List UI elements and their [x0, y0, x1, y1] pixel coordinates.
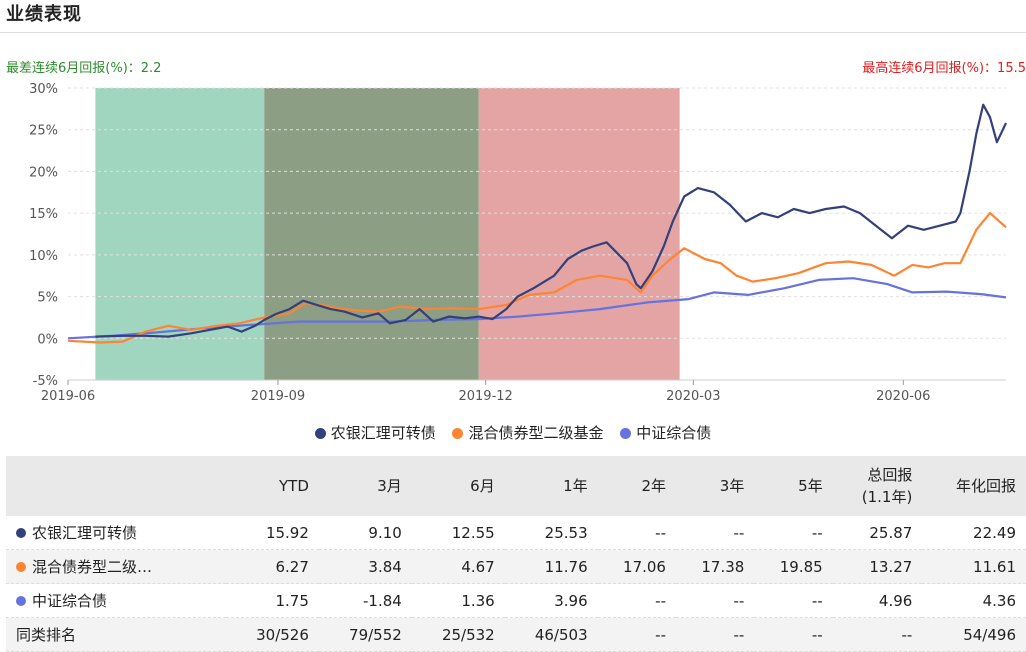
table-cell: --: [597, 617, 676, 652]
table-cell: 3.84: [318, 549, 412, 584]
y-tick-label: 15%: [29, 207, 58, 222]
y-tick-label: 20%: [29, 165, 58, 180]
header-3m: 3月: [318, 456, 412, 516]
table-cell: 25/532: [411, 617, 505, 652]
table-cell: --: [675, 617, 755, 652]
x-tick-label: 2019-09: [251, 389, 305, 404]
table-cell: --: [832, 617, 923, 652]
shaded-period-2: [264, 88, 479, 380]
table-cell: 25.87: [832, 516, 923, 550]
table-cell: 25.53: [504, 516, 598, 550]
best-6m-return: 最高连续6月回报(%)：15.5: [862, 61, 1026, 76]
table-cell: 1.36: [411, 583, 505, 618]
legend-dot-category: [452, 428, 464, 439]
y-tick-label: 25%: [29, 124, 58, 139]
worst-6m-return: 最差连续6月回报(%)：2.2: [6, 61, 162, 76]
series-line-1: [95, 103, 1007, 338]
header-2y: 2年: [597, 456, 676, 516]
header-total: 总回报 (1.1年): [832, 456, 923, 516]
legend-dot-index: [620, 428, 632, 439]
series-line-2: [67, 212, 1007, 344]
table-row: 混合债券型二级… 6.27 3.84 4.67 11.76 17.06 17.38 19.85…: [6, 549, 1026, 584]
series-line-3: [67, 277, 1007, 340]
row-name: 中证综合债: [6, 583, 226, 618]
table-cell: --: [675, 583, 755, 618]
table-cell: 22.49: [922, 516, 1026, 550]
table-cell: 79/552: [318, 617, 412, 652]
shaded-period-3: [478, 88, 680, 380]
table-cell: 17.38: [675, 549, 755, 584]
table-cell: 4.96: [832, 583, 923, 618]
y-tick-label: -5%: [33, 374, 58, 389]
row-name-label: 混合债券型二级…: [32, 558, 153, 576]
table-cell: 12.55: [411, 516, 505, 550]
header-1y: 1年: [504, 456, 598, 516]
legend-dot-fund: [314, 428, 326, 439]
table-cell: 4.36: [922, 583, 1026, 618]
title-divider: [0, 32, 1026, 33]
table-row: 农银汇理可转债 15.92 9.10 12.55 25.53 -- -- -- 25.87 22.…: [6, 516, 1026, 550]
row-name-label: 中证综合债: [32, 592, 108, 610]
row-color-dot: [16, 562, 26, 572]
x-tick-label: 2020-06: [876, 389, 930, 404]
legend-item-index[interactable]: 中证综合债: [620, 422, 711, 443]
row-name: 混合债券型二级…: [6, 549, 226, 584]
header-ytd: YTD: [226, 456, 319, 516]
y-tick-label: 30%: [29, 82, 58, 97]
table-cell: 30/526: [226, 617, 319, 652]
table-cell: 19.85: [754, 549, 833, 584]
table-cell: --: [597, 583, 676, 618]
table-cell: --: [754, 516, 833, 550]
x-tick-label: 2019-12: [458, 389, 512, 404]
section-title: 业绩表现: [6, 4, 82, 25]
x-tick-label: 2020-03: [666, 389, 720, 404]
table-header-row: YTD 3月 6月 1年 2年 3年 5年 总回报 (1.1年) 年化回报: [6, 456, 1026, 516]
header-6m: 6月: [411, 456, 505, 516]
table-cell: 46/503: [504, 617, 598, 652]
legend-label-index: 中证综合债: [636, 424, 712, 442]
table-cell: 4.67: [411, 549, 505, 584]
table-cell: 13.27: [832, 549, 923, 584]
table-cell: --: [675, 516, 755, 550]
legend-label-category: 混合债券型二级基金: [468, 424, 604, 442]
table-cell: --: [597, 516, 676, 550]
y-tick-label: 10%: [29, 249, 58, 264]
table-cell: 6.27: [226, 549, 319, 584]
table-cell: -1.84: [318, 583, 412, 618]
legend-item-fund[interactable]: 农银汇理可转债: [314, 422, 436, 443]
header-3y: 3年: [675, 456, 755, 516]
table-row: 同类排名 30/526 79/552 25/532 46/503 -- -- -- -- 54/4…: [6, 617, 1026, 652]
row-color-dot: [16, 528, 26, 538]
table-cell: --: [754, 583, 833, 618]
row-name-label: 农银汇理可转债: [32, 524, 138, 542]
header-name: [6, 456, 226, 516]
performance-chart: 30% 25% 20% 15% 10% 5% 0% -5%2019-06 2019-09 2019…: [29, 82, 1007, 404]
returns-table: YTD 3月 6月 1年 2年 3年 5年 总回报 (1.1年) 年化回报 农银汇…: [6, 456, 1026, 652]
table-cell: 1.75: [226, 583, 319, 618]
legend-item-category[interactable]: 混合债券型二级基金: [452, 422, 604, 443]
table-cell: 15.92: [226, 516, 319, 550]
row-name: 农银汇理可转债: [6, 516, 226, 550]
row-name-label: 同类排名: [16, 626, 77, 644]
table-cell: 11.61: [922, 549, 1026, 584]
y-tick-label: 5%: [37, 291, 58, 306]
header-annualized: 年化回报: [922, 456, 1026, 516]
x-tick-label: 2019-06: [41, 389, 95, 404]
table-cell: 9.10: [318, 516, 412, 550]
table-cell: 11.76: [504, 549, 598, 584]
chart-legend: 农银汇理可转债 混合债券型二级基金 中证综合债: [0, 422, 1026, 443]
header-total-line1: 总回报: [867, 466, 913, 484]
header-total-line2: (1.1年): [861, 488, 913, 506]
table-cell: 3.96: [504, 583, 598, 618]
table-cell: 17.06: [597, 549, 676, 584]
header-5y: 5年: [754, 456, 833, 516]
table-row: 中证综合债 1.75 -1.84 1.36 3.96 -- -- -- 4.96 4.36: [6, 583, 1026, 618]
table-cell: 54/496: [922, 617, 1026, 652]
row-name: 同类排名: [6, 617, 226, 652]
y-tick-label: 0%: [37, 332, 58, 347]
row-color-dot: [16, 596, 26, 606]
legend-label-fund: 农银汇理可转债: [330, 424, 436, 442]
table-cell: --: [754, 617, 833, 652]
